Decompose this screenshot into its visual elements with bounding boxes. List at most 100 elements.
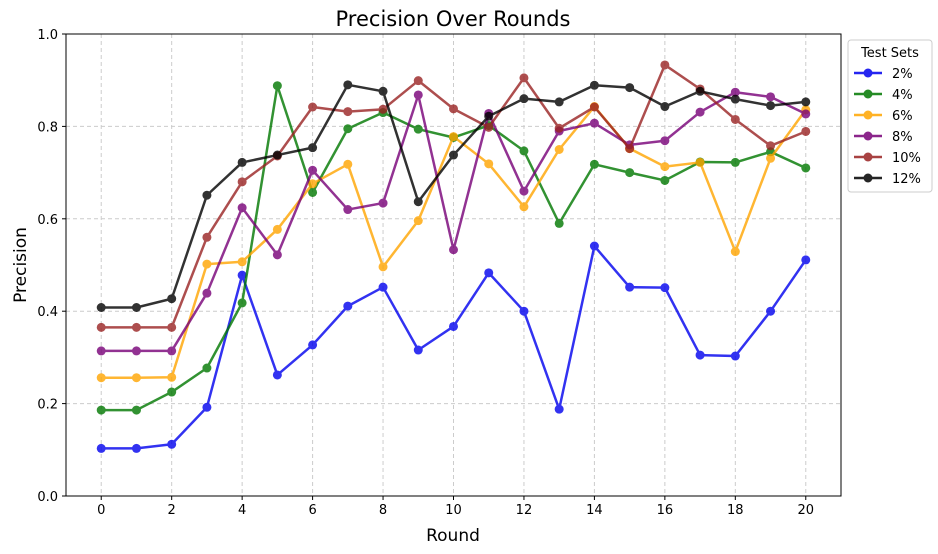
y-axis-label: Precision xyxy=(11,227,31,303)
y-tick-label: 0.8 xyxy=(37,120,58,135)
series-12pct xyxy=(96,80,811,313)
data-point xyxy=(801,97,811,107)
x-tick-label: 14 xyxy=(586,503,603,518)
data-point xyxy=(308,187,318,197)
data-point xyxy=(519,94,529,104)
data-point xyxy=(801,126,811,136)
data-point xyxy=(413,216,423,226)
y-tick-label: 0.6 xyxy=(37,213,58,228)
data-point xyxy=(695,350,705,360)
data-point xyxy=(343,107,353,117)
legend-label: 8% xyxy=(892,130,913,145)
x-tick-label: 18 xyxy=(727,503,744,518)
data-point xyxy=(660,283,670,293)
y-tick-label: 0.2 xyxy=(37,398,58,413)
data-point xyxy=(484,268,494,278)
data-point xyxy=(449,104,458,114)
x-tick-label: 20 xyxy=(797,503,814,518)
data-point xyxy=(202,232,212,242)
data-point xyxy=(272,81,282,91)
data-point xyxy=(554,404,564,414)
data-point xyxy=(484,159,494,169)
data-point xyxy=(730,87,740,97)
data-point xyxy=(660,136,670,146)
data-point xyxy=(378,86,388,96)
legend-item xyxy=(854,173,882,183)
data-point xyxy=(589,241,599,251)
data-point xyxy=(378,282,388,292)
data-point xyxy=(308,143,318,153)
y-axis: 0.0 0.2 0.4 0.6 0.8 1.0 xyxy=(37,28,66,505)
data-point xyxy=(589,118,599,128)
legend-item xyxy=(854,152,882,162)
y-tick-label: 0.4 xyxy=(37,305,58,320)
data-point xyxy=(237,257,247,267)
data-point xyxy=(202,190,212,200)
data-point xyxy=(730,351,740,361)
data-point xyxy=(131,322,141,332)
data-point xyxy=(96,373,106,383)
data-point xyxy=(378,198,388,208)
data-point xyxy=(237,177,247,187)
data-point xyxy=(589,159,599,169)
data-point xyxy=(554,145,564,154)
x-tick-label: 16 xyxy=(657,503,674,518)
data-point xyxy=(766,101,776,111)
data-point xyxy=(484,111,494,121)
legend-label: 6% xyxy=(892,109,913,124)
data-point xyxy=(730,114,740,124)
data-point xyxy=(519,202,529,212)
x-tick-label: 4 xyxy=(238,503,246,518)
legend-title: Test Sets xyxy=(860,46,919,61)
data-point xyxy=(519,146,529,156)
x-tick-label: 12 xyxy=(516,503,533,518)
data-point xyxy=(272,250,282,260)
data-point xyxy=(801,109,811,119)
data-point xyxy=(237,270,247,280)
data-point xyxy=(413,124,423,134)
data-point xyxy=(695,157,705,167)
data-point xyxy=(237,298,247,308)
chart-title: Precision Over Rounds xyxy=(336,7,571,31)
data-point xyxy=(167,294,177,304)
legend-item xyxy=(854,131,882,141)
x-tick-label: 0 xyxy=(97,503,105,518)
data-point xyxy=(272,224,282,234)
data-point xyxy=(343,124,353,134)
y-tick-label: 1.0 xyxy=(37,28,58,43)
data-point xyxy=(449,245,458,255)
data-point xyxy=(449,321,458,331)
data-point xyxy=(378,262,388,272)
data-point xyxy=(202,363,212,373)
legend-swatch-marker xyxy=(863,173,873,183)
data-point xyxy=(237,203,247,213)
data-point xyxy=(167,372,177,382)
data-point xyxy=(308,179,318,189)
data-point xyxy=(167,439,177,449)
x-axis: 0 2 4 6 8 10 12 14 16 18 20 xyxy=(97,496,814,518)
data-point xyxy=(484,122,494,132)
legend-swatch-marker xyxy=(863,131,873,141)
data-point xyxy=(625,144,635,154)
x-tick-label: 6 xyxy=(308,503,316,518)
data-point xyxy=(96,443,106,453)
data-point xyxy=(343,159,353,169)
data-point xyxy=(237,157,247,167)
data-point xyxy=(589,102,599,112)
data-point xyxy=(131,346,141,356)
data-point xyxy=(96,405,106,415)
data-point xyxy=(625,168,635,178)
data-point xyxy=(308,165,318,175)
data-point xyxy=(272,150,282,160)
x-tick-label: 10 xyxy=(445,503,462,518)
series-line xyxy=(101,244,807,450)
data-point xyxy=(554,123,564,133)
legend-label: 4% xyxy=(892,88,913,103)
data-point xyxy=(519,306,529,316)
data-point xyxy=(413,90,423,100)
data-point xyxy=(449,150,458,160)
y-tick-label: 0.0 xyxy=(37,490,58,505)
legend-label: 2% xyxy=(892,67,913,82)
data-point xyxy=(730,247,740,257)
